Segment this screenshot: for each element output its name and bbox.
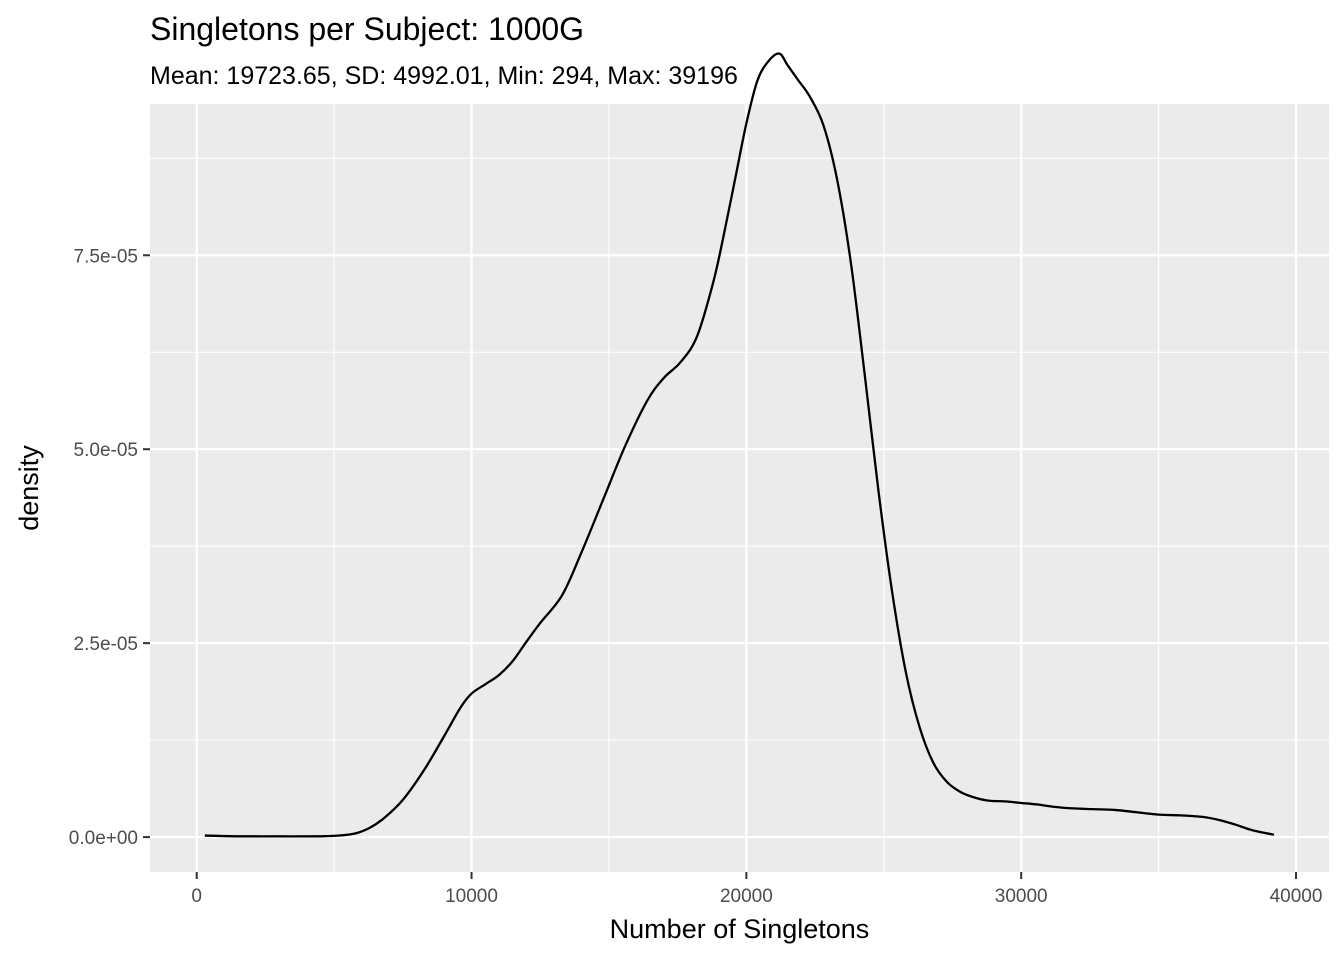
- x-tick-label: 0: [191, 886, 202, 907]
- y-axis: 0.0e+00 2.5e-05 5.0e-05 7.5e-05: [69, 246, 150, 849]
- y-tick-label: 0.0e+00: [69, 828, 138, 849]
- y-axis-title: density: [14, 445, 44, 531]
- chart-title: Singletons per Subject: 1000G: [150, 11, 584, 47]
- major-gridlines: [150, 104, 1329, 872]
- y-tick-label: 5.0e-05: [74, 440, 138, 461]
- x-tick-label: 10000: [445, 886, 498, 907]
- x-tick-label: 40000: [1270, 886, 1323, 907]
- density-curve: [204, 52, 1275, 838]
- series-layer: [204, 52, 1275, 838]
- y-tick-label: 7.5e-05: [74, 246, 138, 267]
- x-tick-label: 30000: [995, 886, 1048, 907]
- y-tick-label: 2.5e-05: [74, 634, 138, 655]
- x-axis-title: Number of Singletons: [610, 914, 870, 944]
- x-axis: 0 10000 20000 30000 40000: [191, 872, 1322, 907]
- minor-gridlines: [150, 104, 1329, 872]
- chart-subtitle: Mean: 19723.65, SD: 4992.01, Min: 294, M…: [150, 62, 738, 90]
- x-tick-label: 20000: [720, 886, 773, 907]
- plot-panel: [150, 104, 1329, 872]
